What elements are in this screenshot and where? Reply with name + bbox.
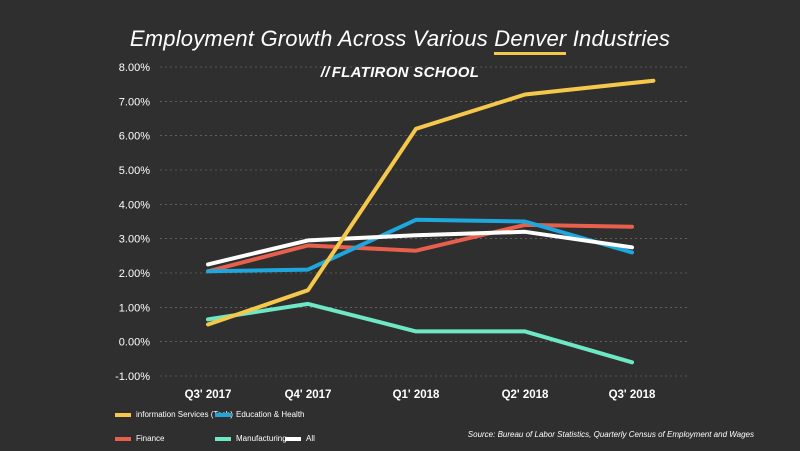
source-note: Source: Bureau of Labor Statistics, Quar… bbox=[467, 430, 754, 439]
x-tick-label: Q2' 2018 bbox=[502, 389, 549, 401]
x-axis-ticks: Q3' 2017 Q4' 2017 Q1' 2018 Q2' 2018 Q3' 2018 bbox=[185, 389, 656, 401]
y-tick-label: 8.00% bbox=[119, 62, 150, 74]
x-tick-label: Q1' 2018 bbox=[393, 389, 440, 401]
chart-title: Employment Growth Across Various Denver … bbox=[0, 26, 800, 55]
legend-swatch bbox=[215, 436, 231, 441]
y-tick-label: 2.00% bbox=[119, 268, 150, 280]
legend: information Services (Tech) Education & H… bbox=[115, 410, 415, 450]
title-highlight: Denver bbox=[494, 26, 567, 55]
legend-swatch bbox=[215, 412, 231, 417]
series-line-all bbox=[206, 229, 634, 267]
legend-item: Education & Health bbox=[215, 410, 305, 419]
legend-item: Finance bbox=[115, 434, 164, 443]
legend-item: Manufacturing bbox=[215, 434, 287, 443]
y-tick-label: 7.00% bbox=[119, 96, 150, 108]
x-tick-label: Q3' 2018 bbox=[609, 389, 656, 401]
y-axis-ticks: 8.00% 7.00% 6.00% 5.00% 4.00% 3.00% 2.00% 1.00%… bbox=[115, 62, 150, 383]
title-text: Employment Growth Across Various bbox=[129, 26, 495, 51]
legend-swatch bbox=[115, 412, 131, 417]
series-lines bbox=[206, 78, 656, 365]
y-tick-label: 0.00% bbox=[119, 337, 150, 349]
x-tick-label: Q3' 2017 bbox=[185, 389, 232, 401]
y-tick-label: 5.00% bbox=[119, 165, 150, 177]
series-line-info-services bbox=[206, 78, 656, 327]
title-text-end: Industries bbox=[566, 26, 671, 51]
logo-slashes: // bbox=[320, 64, 330, 81]
legend-label: Manufacturing bbox=[236, 434, 287, 443]
series-line-manufacturing bbox=[206, 301, 634, 365]
y-tick-label: 6.00% bbox=[119, 131, 150, 143]
legend-label: information Services (Tech) bbox=[136, 410, 233, 419]
y-tick-label: -1.00% bbox=[115, 371, 150, 383]
legend-swatch bbox=[285, 436, 301, 441]
flatiron-logo: //FLATIRON SCHOOL bbox=[0, 64, 800, 81]
series-line-education-health bbox=[206, 217, 634, 274]
y-tick-label: 4.00% bbox=[119, 199, 150, 211]
gridlines bbox=[160, 66, 690, 377]
series-line-finance bbox=[206, 222, 634, 274]
legend-item: information Services (Tech) bbox=[115, 410, 233, 419]
legend-swatch bbox=[115, 436, 131, 441]
legend-label: Education & Health bbox=[236, 410, 305, 419]
y-tick-label: 1.00% bbox=[119, 302, 150, 314]
legend-label: Finance bbox=[136, 434, 165, 443]
y-tick-label: 3.00% bbox=[119, 234, 150, 246]
x-tick-label: Q4' 2017 bbox=[285, 389, 332, 401]
legend-label: All bbox=[306, 434, 315, 443]
legend-item: All bbox=[285, 434, 315, 443]
logo-text: FLATIRON SCHOOL bbox=[331, 64, 480, 81]
